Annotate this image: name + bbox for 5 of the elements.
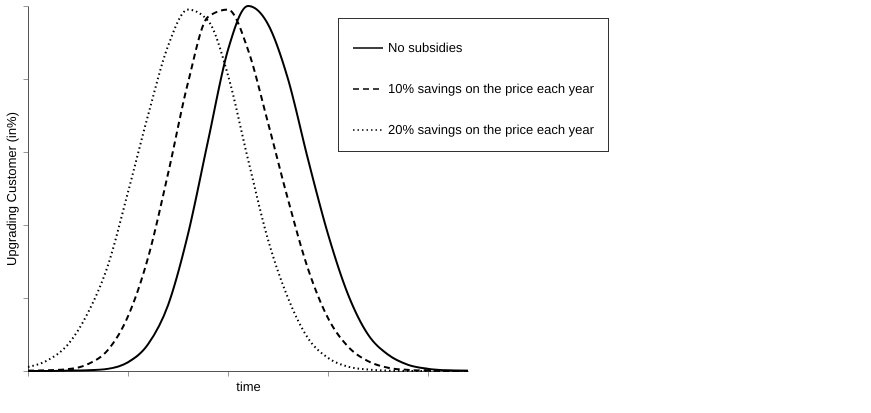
legend-label: No subsidies: [388, 40, 463, 55]
legend-label: 20% savings on the price each year: [388, 122, 595, 137]
y-axis-title: Upgrading Customer (in%): [4, 112, 19, 266]
legend-label: 10% savings on the price each year: [388, 81, 595, 96]
x-axis-title: time: [236, 379, 261, 394]
